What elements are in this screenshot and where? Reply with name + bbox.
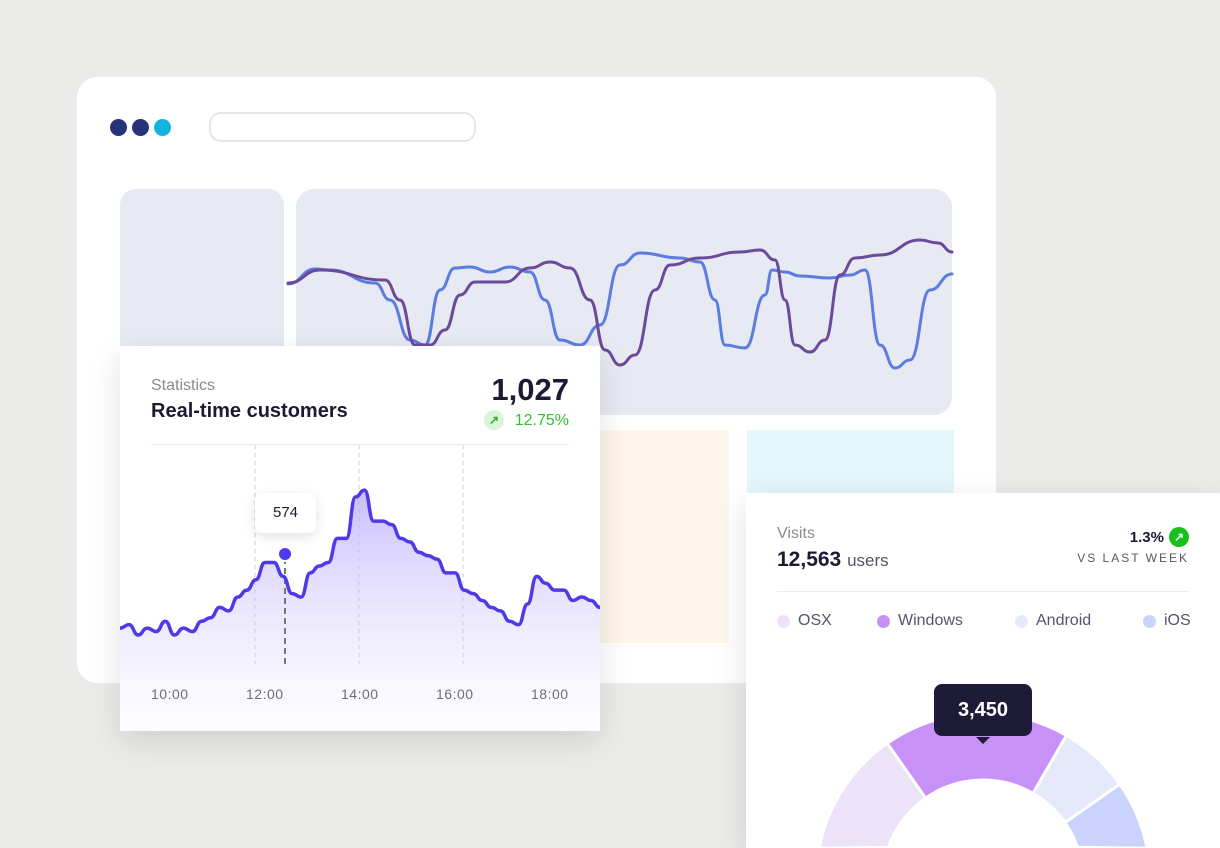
legend-item-osx[interactable]: OSX xyxy=(777,612,832,630)
visits-count: 12,563 users xyxy=(777,548,889,572)
address-bar[interactable] xyxy=(209,112,476,142)
series-line-purple xyxy=(286,238,954,367)
divider xyxy=(151,444,569,445)
realtime-customers-card: Statistics Real-time customers 1,027 ↗ 1… xyxy=(120,346,600,731)
arrow-up-right-icon: ↗ xyxy=(1169,527,1189,547)
window-dot-icon xyxy=(132,119,149,136)
legend-dot-icon xyxy=(777,614,790,628)
placeholder-panel xyxy=(600,430,729,643)
customer-count: 1,027 xyxy=(491,372,569,407)
legend-item-android[interactable]: Android xyxy=(1015,612,1091,630)
series-line xyxy=(120,488,600,637)
card-title: Real-time customers xyxy=(151,400,348,422)
visits-card: Visits 12,563 users 1.3% ↗ VS LAST WEEK … xyxy=(746,493,1220,848)
visits-unit: users xyxy=(847,551,889,570)
donut-tooltip: 3,450 xyxy=(934,684,1032,744)
legend-dot-icon xyxy=(1143,614,1156,628)
x-tick-label: 10:00 xyxy=(151,686,189,702)
placeholder-panel xyxy=(120,189,284,359)
card-label: Visits xyxy=(777,525,815,542)
change-percent: 1.3% xyxy=(1129,529,1164,546)
legend-label: Android xyxy=(1036,612,1092,629)
x-tick-label: 18:00 xyxy=(531,686,569,702)
donut-chart[interactable] xyxy=(746,493,1220,848)
compare-label: VS LAST WEEK xyxy=(1077,551,1189,565)
divider xyxy=(777,591,1189,592)
data-point-marker[interactable] xyxy=(277,546,293,562)
legend-item-ios[interactable]: iOS xyxy=(1143,612,1191,630)
legend-label: OSX xyxy=(798,612,832,629)
legend-label: iOS xyxy=(1164,612,1191,629)
arrow-up-right-icon: ↗ xyxy=(484,410,504,430)
donut-segment-ios[interactable] xyxy=(1062,782,1149,848)
window-dot-icon xyxy=(110,119,127,136)
legend-label: Windows xyxy=(898,612,963,629)
legend-dot-icon xyxy=(1015,614,1028,628)
legend-dot-icon xyxy=(877,614,890,628)
x-tick-label: 14:00 xyxy=(341,686,379,702)
x-tick-label: 12:00 xyxy=(246,686,284,702)
card-label: Statistics xyxy=(151,377,216,394)
area-chart[interactable] xyxy=(120,346,600,731)
area-fill xyxy=(120,490,600,731)
tooltip: 574 xyxy=(255,493,316,533)
legend-item-windows[interactable]: Windows xyxy=(877,612,963,630)
window-dot-icon xyxy=(154,119,171,136)
visits-value: 12,563 xyxy=(777,548,842,571)
background-line-chart xyxy=(286,238,954,370)
change-percent: 12.75% xyxy=(514,412,569,429)
placeholder-panel xyxy=(747,430,954,493)
x-tick-label: 16:00 xyxy=(436,686,474,702)
